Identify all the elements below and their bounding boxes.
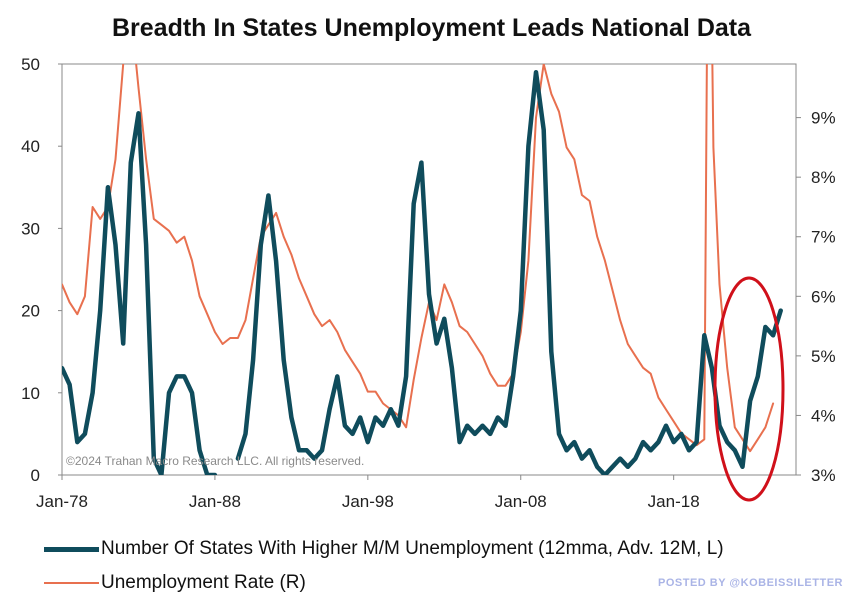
y-axis-right: 3% 4% 5% 6% 7% 8% 9% — [796, 109, 836, 485]
y-left-tick-label: 10 — [21, 384, 40, 403]
highlight-ellipse — [713, 276, 785, 502]
plot-frame — [61, 63, 797, 476]
y-axis-left: 0 10 20 30 40 50 — [21, 55, 62, 485]
legend-swatch-states — [44, 546, 99, 552]
y-right-tick-label: 6% — [811, 287, 836, 306]
x-tick-label: Jan-88 — [189, 492, 241, 511]
y-left-tick-label: 30 — [21, 219, 40, 238]
legend-item-rate: Unemployment Rate (R) — [44, 572, 306, 594]
y-left-tick-label: 40 — [21, 137, 40, 156]
legend-swatch-rate — [44, 582, 99, 584]
x-axis: Jan-78 Jan-88 Jan-98 Jan-08 Jan-18 — [36, 475, 700, 511]
y-right-tick-label: 9% — [811, 109, 836, 128]
y-right-tick-label: 3% — [811, 466, 836, 485]
y-right-tick-label: 5% — [811, 347, 836, 366]
series-group — [62, 64, 783, 475]
y-left-tick-label: 50 — [21, 55, 40, 74]
y-left-tick-label: 0 — [31, 466, 40, 485]
y-left-tick-label: 20 — [21, 302, 40, 321]
watermark: ©2024 Trahan Macro Research LLC. All rig… — [66, 454, 364, 468]
y-right-tick-label: 4% — [811, 406, 836, 425]
credit-text: POSTED BY @KOBEISSILETTER — [658, 577, 843, 589]
x-tick-label: Jan-08 — [495, 492, 547, 511]
x-tick-label: Jan-78 — [36, 492, 88, 511]
x-tick-label: Jan-98 — [342, 492, 394, 511]
x-tick-label: Jan-18 — [648, 492, 700, 511]
y-right-tick-label: 7% — [811, 228, 836, 247]
chart-title: Breadth In States Unemployment Leads Nat… — [111, 14, 752, 42]
series-line-unemployment-rate — [62, 64, 775, 453]
series-line-states-higher-unemployment — [62, 69, 783, 475]
y-right-tick-label: 8% — [811, 168, 836, 187]
legend-label-states: Number Of States With Higher M/M Unemplo… — [101, 538, 724, 559]
legend-label-rate: Unemployment Rate (R) — [101, 572, 306, 593]
legend-item-states: Number Of States With Higher M/M Unemplo… — [44, 538, 724, 560]
